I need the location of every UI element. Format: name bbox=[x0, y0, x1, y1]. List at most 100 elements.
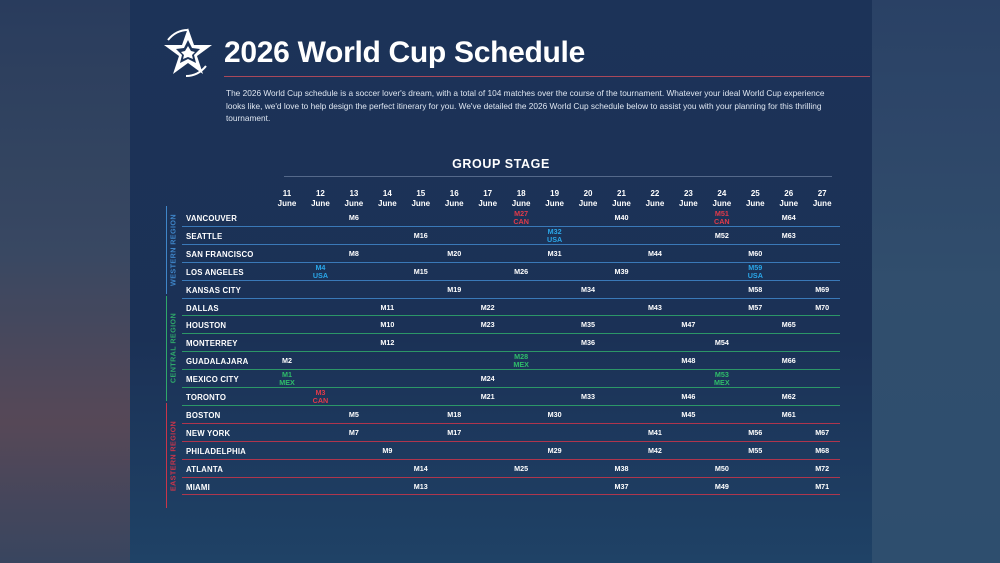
date-month: June bbox=[812, 198, 832, 208]
date-day: 16 bbox=[449, 189, 459, 198]
date-month: June bbox=[612, 198, 631, 208]
date-header: 21 June bbox=[602, 189, 642, 208]
match-cell: M18 bbox=[434, 409, 474, 419]
match-cell: M1 MEX bbox=[267, 370, 307, 387]
match-number: M53 bbox=[714, 370, 729, 380]
date-day: 18 bbox=[516, 189, 526, 198]
match-number: M63 bbox=[781, 230, 796, 240]
region-label-text: CENTRAL REGION bbox=[168, 313, 178, 384]
match-number: M38 bbox=[614, 463, 629, 473]
city-label: SEATTLE bbox=[186, 231, 223, 241]
date-month: June bbox=[311, 198, 330, 208]
match-cell: M72 bbox=[802, 464, 842, 473]
match-cell: M54 bbox=[702, 339, 742, 347]
date-day: 17 bbox=[483, 189, 493, 198]
region-bar bbox=[166, 295, 167, 401]
intro-paragraph: The 2026 World Cup schedule is a soccer … bbox=[226, 88, 825, 123]
row-divider bbox=[182, 279, 840, 281]
match-number: M48 bbox=[681, 356, 696, 366]
match-number: M56 bbox=[748, 427, 763, 437]
host-country: CAN bbox=[714, 217, 730, 227]
region-bar bbox=[166, 206, 167, 294]
date-day: 27 bbox=[817, 189, 827, 198]
city-label: PHILADELPHIA bbox=[186, 446, 247, 456]
match-number: M5 bbox=[348, 409, 359, 419]
match-cell: M42 bbox=[635, 446, 675, 455]
date-header: 22 June bbox=[635, 189, 675, 208]
row-divider bbox=[182, 458, 840, 460]
match-number: M55 bbox=[748, 445, 763, 455]
date-day: 14 bbox=[382, 189, 392, 198]
match-cell: M13 bbox=[401, 482, 441, 491]
match-number: M25 bbox=[514, 463, 529, 473]
row-divider bbox=[182, 333, 840, 335]
match-number: M12 bbox=[380, 338, 395, 348]
date-month: June bbox=[712, 198, 732, 208]
date-header: 14 June bbox=[367, 189, 407, 208]
match-number: M64 bbox=[781, 213, 796, 222]
date-month: June bbox=[578, 198, 598, 208]
match-number: M70 bbox=[815, 302, 830, 312]
match-cell: M46 bbox=[668, 392, 708, 401]
row-divider bbox=[182, 440, 840, 442]
match-number: M27 bbox=[514, 209, 529, 218]
match-cell: M15 bbox=[401, 267, 441, 276]
date-month: June bbox=[779, 198, 799, 208]
host-country: MEX bbox=[513, 360, 529, 370]
host-country: USA bbox=[547, 235, 563, 245]
row-divider bbox=[182, 315, 840, 317]
city-label: KANSAS CITY bbox=[186, 285, 242, 295]
city-label: BOSTON bbox=[186, 410, 221, 420]
match-number: M35 bbox=[581, 320, 596, 330]
match-number: M39 bbox=[614, 266, 629, 276]
match-number: M8 bbox=[348, 248, 359, 258]
match-number: M57 bbox=[748, 302, 763, 312]
row-divider bbox=[182, 351, 840, 353]
date-day: 22 bbox=[650, 189, 660, 198]
match-number: M23 bbox=[480, 320, 495, 330]
date-day: 21 bbox=[617, 189, 626, 198]
match-number: M54 bbox=[714, 338, 729, 348]
match-cell: M11 bbox=[367, 303, 407, 312]
background-left-blur bbox=[0, 0, 130, 563]
match-number: M71 bbox=[815, 481, 830, 491]
match-number: M65 bbox=[781, 320, 796, 330]
match-number: M28 bbox=[514, 352, 529, 362]
date-month: June bbox=[679, 198, 698, 208]
match-cell: M62 bbox=[769, 392, 809, 401]
date-day: 20 bbox=[583, 189, 593, 198]
date-header: 12 June bbox=[300, 189, 340, 208]
row-divider bbox=[182, 476, 840, 478]
match-number: M62 bbox=[781, 392, 796, 401]
match-number: M18 bbox=[447, 409, 462, 419]
match-number: M16 bbox=[413, 230, 428, 240]
match-number: M67 bbox=[815, 427, 830, 437]
match-cell: M40 bbox=[602, 213, 642, 222]
row-divider bbox=[182, 404, 840, 406]
date-month: June bbox=[545, 198, 564, 208]
region-label-text: EASTERN REGION bbox=[168, 420, 178, 491]
match-cell: M34 bbox=[568, 285, 608, 294]
date-month: June bbox=[378, 198, 397, 208]
match-cell: M12 bbox=[367, 339, 407, 347]
match-number: M50 bbox=[714, 463, 729, 473]
match-number: M69 bbox=[815, 284, 830, 294]
match-number: M9 bbox=[382, 445, 393, 455]
date-month: June bbox=[444, 198, 464, 208]
match-cell: M60 bbox=[735, 249, 775, 258]
date-month: June bbox=[645, 198, 665, 208]
match-cell: M69 bbox=[802, 284, 842, 294]
match-number: M20 bbox=[447, 248, 462, 258]
match-cell: M71 bbox=[802, 481, 842, 491]
region-label-text: WESTERN REGION bbox=[168, 213, 178, 286]
city-label: GUADALAJARA bbox=[186, 357, 249, 367]
match-cell: M53 MEX bbox=[702, 370, 742, 387]
match-number: M49 bbox=[714, 481, 729, 491]
match-number: M26 bbox=[514, 266, 529, 276]
row-divider bbox=[182, 387, 840, 388]
match-cell: M26 bbox=[501, 266, 541, 276]
match-number: M47 bbox=[681, 320, 696, 330]
match-cell: M3 CAN bbox=[300, 388, 340, 405]
match-cell: M52 bbox=[702, 231, 742, 240]
date-month: June bbox=[745, 198, 765, 208]
